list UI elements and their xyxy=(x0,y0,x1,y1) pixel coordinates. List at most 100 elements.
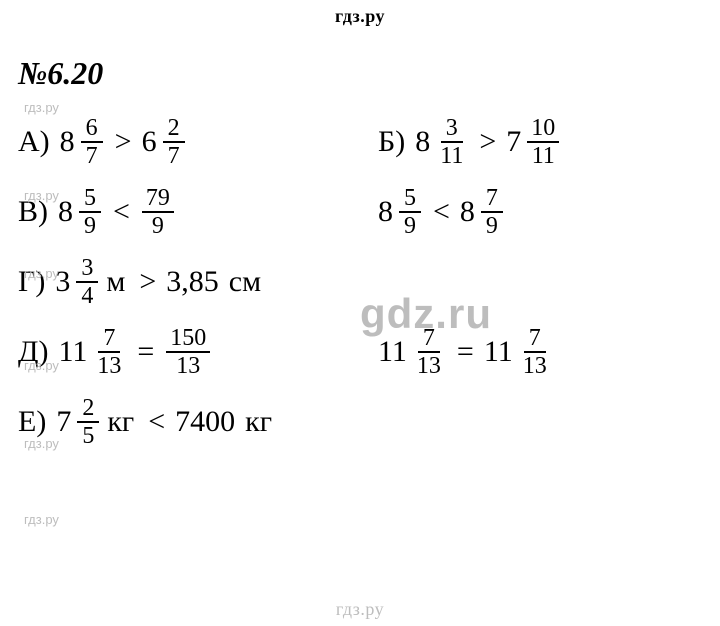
label-a: А) xyxy=(18,125,50,159)
g-lhs: 3 3 4 xyxy=(55,256,100,308)
g-lhs-whole: 3 xyxy=(55,265,70,299)
a-rhs: 6 2 7 xyxy=(142,116,187,168)
v-lhs-whole: 8 xyxy=(58,195,73,229)
v2-rhs-whole: 8 xyxy=(460,195,475,229)
d-lhs-num: 7 xyxy=(98,326,120,353)
e-rhs-unit: кг xyxy=(245,405,272,439)
d2-lhs: 11 7 13 xyxy=(378,326,447,378)
d2-lhs-whole: 11 xyxy=(378,335,407,369)
watermark-small-6: гдз.ру xyxy=(24,512,59,527)
a-rhs-whole: 6 xyxy=(142,125,157,159)
d-lhs: 11 7 13 xyxy=(58,326,127,378)
b-lhs-frac: 3 11 xyxy=(434,116,469,168)
label-b: Б) xyxy=(378,125,405,159)
expr-b: Б) 8 3 11 > 7 10 11 xyxy=(378,116,698,168)
g-op: > xyxy=(139,265,156,299)
expr-e: Е) 7 2 5 кг < 7400 кг xyxy=(18,396,698,448)
expr-v-left: В) 8 5 9 < 79 9 xyxy=(18,186,378,238)
a-op: > xyxy=(115,125,132,159)
d2-lhs-frac: 7 13 xyxy=(411,326,447,378)
b-lhs-whole: 8 xyxy=(415,125,430,159)
expr-d-right: 11 7 13 = 11 7 13 xyxy=(378,326,698,378)
label-g: Г) xyxy=(18,265,45,299)
e-lhs-frac: 2 5 xyxy=(75,396,101,448)
d-rhs: 150 13 xyxy=(164,326,212,378)
e-lhs-unit: кг xyxy=(107,405,134,439)
a-rhs-den: 7 xyxy=(163,143,185,168)
expr-v-right: 8 5 9 < 8 7 9 xyxy=(378,186,698,238)
v-rhs-frac: 79 9 xyxy=(140,186,176,238)
v2-lhs-frac: 5 9 xyxy=(397,186,423,238)
site-header: гдз.ру xyxy=(0,0,720,27)
d2-lhs-den: 13 xyxy=(413,353,445,378)
g-rhs-unit: см xyxy=(229,265,261,299)
d-rhs-num: 150 xyxy=(166,326,210,353)
b-rhs-num: 10 xyxy=(527,116,559,143)
d-lhs-whole: 11 xyxy=(58,335,87,369)
g-lhs-unit: м xyxy=(106,265,125,299)
d2-rhs-whole: 11 xyxy=(484,335,513,369)
row-e: Е) 7 2 5 кг < 7400 кг xyxy=(18,390,720,454)
b-rhs-whole: 7 xyxy=(506,125,521,159)
v2-op: < xyxy=(433,195,450,229)
e-op: < xyxy=(148,405,165,439)
v-rhs-den: 9 xyxy=(147,213,169,238)
label-d: Д) xyxy=(18,335,48,369)
d-lhs-den: 13 xyxy=(93,353,125,378)
a-rhs-frac: 2 7 xyxy=(161,116,187,168)
d2-rhs-frac: 7 13 xyxy=(517,326,553,378)
e-lhs: 7 2 5 xyxy=(56,396,101,448)
expr-g: Г) 3 3 4 м > 3,85 см xyxy=(18,256,698,308)
a-lhs-whole: 8 xyxy=(60,125,75,159)
a-lhs-den: 7 xyxy=(81,143,103,168)
g-lhs-frac: 3 4 xyxy=(74,256,100,308)
e-lhs-den: 5 xyxy=(77,423,99,448)
d2-op: = xyxy=(457,335,474,369)
v-rhs: 79 9 xyxy=(140,186,176,238)
d-op: = xyxy=(137,335,154,369)
e-lhs-num: 2 xyxy=(77,396,99,423)
g-rhs-value: 3,85 xyxy=(166,265,219,299)
v2-lhs-den: 9 xyxy=(399,213,421,238)
b-rhs-den: 11 xyxy=(528,143,559,168)
b-rhs-frac: 10 11 xyxy=(525,116,561,168)
d-rhs-den: 13 xyxy=(172,353,204,378)
d2-rhs-den: 13 xyxy=(519,353,551,378)
b-rhs: 7 10 11 xyxy=(506,116,561,168)
v2-rhs: 8 7 9 xyxy=(460,186,505,238)
e-rhs-value: 7400 xyxy=(175,405,235,439)
b-lhs: 8 3 11 xyxy=(415,116,469,168)
a-lhs: 8 6 7 xyxy=(60,116,105,168)
row-a: А) 8 6 7 > 6 2 7 Б) 8 3 11 > 7 xyxy=(18,110,720,174)
g-lhs-den: 4 xyxy=(76,283,98,308)
b-op: > xyxy=(479,125,496,159)
problem-number: №6.20 xyxy=(18,55,720,92)
a-lhs-frac: 6 7 xyxy=(79,116,105,168)
b-lhs-num: 3 xyxy=(441,116,463,143)
d2-rhs: 11 7 13 xyxy=(484,326,553,378)
row-d: Д) 11 7 13 = 150 13 11 7 13 = 11 xyxy=(18,320,720,384)
v2-rhs-frac: 7 9 xyxy=(479,186,505,238)
d-rhs-frac: 150 13 xyxy=(164,326,212,378)
label-v: В) xyxy=(18,195,48,229)
label-e: Е) xyxy=(18,405,46,439)
v2-lhs: 8 5 9 xyxy=(378,186,423,238)
b-lhs-den: 11 xyxy=(436,143,467,168)
d2-rhs-num: 7 xyxy=(524,326,546,353)
v-op: < xyxy=(113,195,130,229)
v-lhs: 8 5 9 xyxy=(58,186,103,238)
v2-rhs-den: 9 xyxy=(481,213,503,238)
row-v: В) 8 5 9 < 79 9 8 5 9 < 8 7 xyxy=(18,180,720,244)
v-lhs-frac: 5 9 xyxy=(77,186,103,238)
v-lhs-den: 9 xyxy=(79,213,101,238)
expr-a: А) 8 6 7 > 6 2 7 xyxy=(18,116,378,168)
d-lhs-frac: 7 13 xyxy=(91,326,127,378)
g-lhs-num: 3 xyxy=(76,256,98,283)
v2-lhs-whole: 8 xyxy=(378,195,393,229)
v-rhs-num: 79 xyxy=(142,186,174,213)
footer-watermark: гдз.ру xyxy=(0,599,720,620)
a-lhs-num: 6 xyxy=(81,116,103,143)
e-lhs-whole: 7 xyxy=(56,405,71,439)
d2-lhs-num: 7 xyxy=(418,326,440,353)
v-lhs-num: 5 xyxy=(79,186,101,213)
